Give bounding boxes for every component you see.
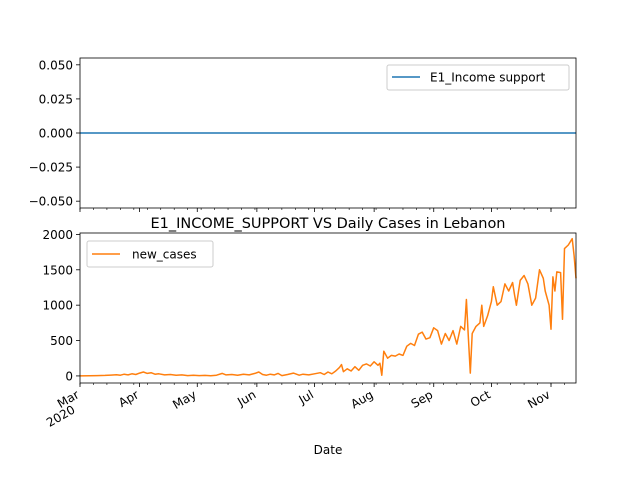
new-cases-line	[79, 237, 577, 377]
bottom-y-tick-label: 1500	[42, 263, 73, 277]
top-x-axis	[79, 208, 565, 212]
bottom-x-tick-label: Jun	[234, 387, 258, 409]
bottom-legend-box	[86, 240, 214, 268]
bottom-y-tick-label: 500	[50, 334, 73, 348]
bottom-x-tick-label: Sep	[409, 387, 436, 410]
bottom-y-tick-label: 2000	[42, 228, 73, 242]
bottom-x-tick-label: May	[170, 387, 198, 412]
bottom-x-tick-label: Oct	[468, 387, 493, 410]
bottom-y-axis: 0 500 1000 1500 2000	[42, 228, 80, 383]
top-axes-frame	[79, 57, 577, 209]
bottom-x-tick-label: Apr	[116, 387, 141, 410]
bottom-axes: E1_INCOME_SUPPORT VS Daily Cases in Leba…	[42, 216, 577, 457]
top-y-tick-label: −0.050	[29, 195, 73, 209]
bottom-x-tick-label: Aug	[348, 387, 375, 411]
bottom-axes-frame	[79, 232, 577, 384]
bottom-legend: new_cases	[86, 240, 214, 268]
top-legend-box	[386, 64, 570, 91]
bottom-legend-label: new_cases	[132, 248, 197, 262]
bottom-x-tick-label: Jul	[296, 387, 316, 407]
x-axis-label: Date	[314, 443, 343, 457]
top-y-tick-label: 0.000	[39, 127, 73, 141]
top-y-tick-label: −0.025	[29, 161, 73, 175]
chart-title: E1_INCOME_SUPPORT VS Daily Cases in Leba…	[150, 216, 505, 232]
top-y-tick-label: 0.050	[39, 58, 73, 72]
bottom-y-tick-label: 0	[65, 369, 73, 383]
top-legend: E1_Income support	[386, 64, 570, 91]
bottom-series-layer	[79, 237, 577, 377]
bottom-y-tick-label: 1000	[42, 299, 73, 313]
top-axes: 0.050 0.025 0.000 −0.025 −0.050 E1_Income su…	[29, 57, 577, 212]
bottom-x-tick-label: Nov	[525, 387, 552, 411]
top-y-tick-label: 0.025	[39, 92, 73, 106]
top-legend-label: E1_Income support	[430, 71, 546, 85]
top-y-axis: 0.050 0.025 0.000 −0.025 −0.050	[29, 58, 80, 209]
